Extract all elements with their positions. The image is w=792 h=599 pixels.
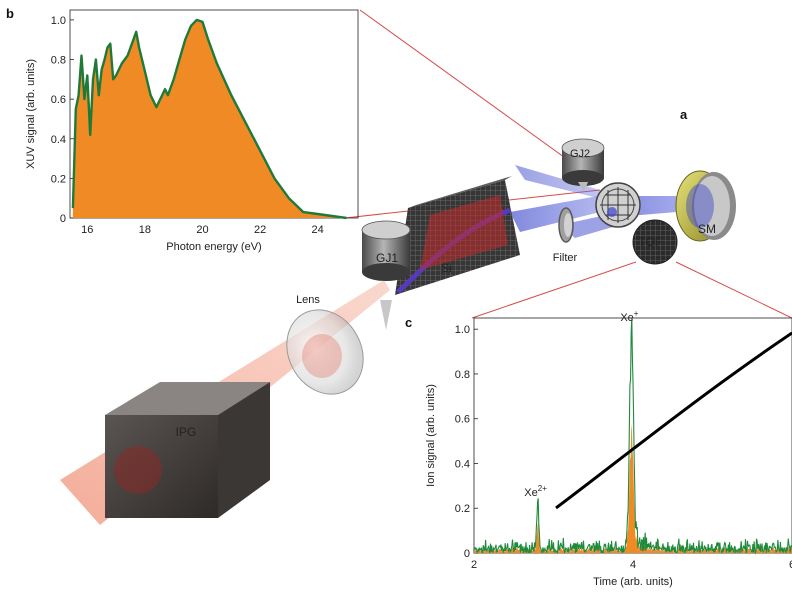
y-tick-label: 0.6 [455, 414, 470, 426]
y-tick-label: 0 [60, 213, 66, 225]
black-diagonal-stroke [555, 331, 792, 510]
x-axis-label: Photon energy (eV) [166, 241, 261, 253]
ion-signal-fill [474, 423, 792, 553]
x-tick-label: 24 [312, 224, 324, 236]
si-capillary [395, 176, 520, 295]
peak-label-base: Xe [620, 312, 633, 324]
chart-c-ion-signal: 2 4 6 0 0.2 0.4 0.6 0.8 1.0 Time (arb. units) Ion … [425, 309, 792, 588]
x-tick-label: 22 [254, 224, 266, 236]
si-label: Si [441, 261, 452, 275]
y-tick-label: 0 [464, 548, 470, 560]
y-tick-label: 0.4 [51, 134, 66, 146]
tof-detector [632, 219, 678, 265]
ion-signal-line [473, 317, 792, 555]
peak-label-base: Xe [524, 487, 537, 499]
panel-label-c: c [405, 315, 412, 330]
sm-mirror [675, 170, 736, 242]
spectrum-area [72, 19, 347, 219]
spectrum-line [71, 18, 347, 220]
tof-label: TOF [638, 235, 662, 249]
x-tick-label: 16 [81, 224, 93, 236]
ipg-label: IPG [176, 425, 197, 439]
filter-label: Filter [553, 252, 578, 264]
x-tick-label: 6 [789, 559, 792, 571]
gj2-label: GJ2 [570, 148, 590, 160]
gj1-label: GJ1 [376, 251, 398, 265]
x-tick-label: 2 [471, 559, 477, 571]
y-tick-label: 1.0 [455, 324, 470, 336]
zoom-line-c-right [675, 261, 792, 319]
y-tick-label: 1.0 [51, 15, 66, 27]
sm-label: SM [698, 222, 716, 236]
gj2-gas-jet [561, 138, 605, 192]
x-axis-label: Time (arb. units) [593, 576, 673, 588]
y-tick-label: 0.6 [51, 94, 66, 106]
peak-label-charge: + [634, 309, 639, 318]
x-tick-label: 4 [630, 559, 636, 571]
lens [286, 309, 364, 395]
zoom-line-c-left [471, 261, 637, 319]
x-tick-label: 20 [196, 224, 208, 236]
peak-label-charge: 2+ [538, 484, 547, 493]
y-tick-label: 0.8 [455, 369, 470, 381]
interaction-mesh [595, 182, 641, 228]
ipg-laser-box [105, 382, 270, 518]
y-tick-label: 0.2 [51, 173, 66, 185]
panel-label-a: a [680, 107, 688, 122]
x-tick-label: 18 [139, 224, 151, 236]
panel-label-b: b [6, 6, 14, 21]
lens-label: Lens [296, 294, 320, 306]
zoom-line-b-top [359, 9, 601, 184]
y-axis-label: Ion signal (arb. units) [425, 384, 437, 487]
gj1-gas-jet [361, 220, 411, 281]
chart-b-xuv-spectrum: 16 18 20 22 24 0 0.2 0.4 0.6 0.8 1.0 Photon energy … [25, 9, 359, 253]
peak-label: Xe+ [620, 309, 638, 324]
y-tick-label: 0.2 [455, 503, 470, 515]
y-axis-label: XUV signal (arb. units) [25, 59, 37, 169]
gj1-nozzle-tip [380, 300, 392, 330]
y-tick-label: 0.8 [51, 55, 66, 67]
peak-label: Xe2+ [524, 484, 547, 499]
filter [558, 207, 574, 243]
y-tick-label: 0.4 [455, 458, 470, 470]
